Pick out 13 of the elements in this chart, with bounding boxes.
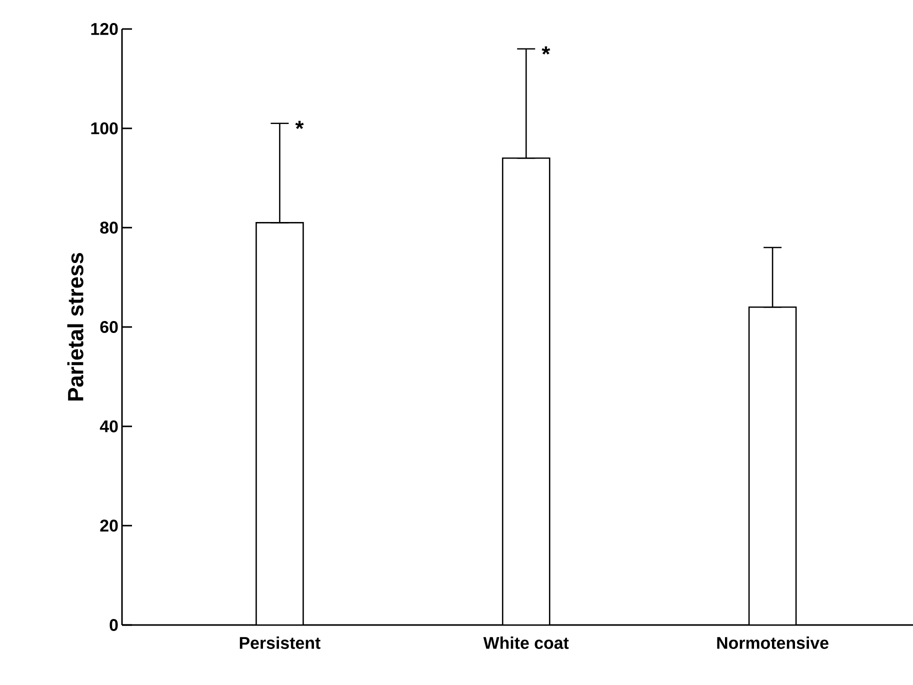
- y-tick-label: 60: [100, 321, 118, 333]
- y-tick-label: 40: [100, 420, 118, 432]
- y-tick-label: 100: [91, 122, 118, 134]
- annotation: *: [542, 46, 550, 55]
- annotation: *: [295, 120, 304, 130]
- y-tick-label: 0: [110, 619, 118, 631]
- y-axis-title: Parietal stress: [67, 252, 84, 400]
- x-tick-label: Normotensive: [717, 636, 828, 649]
- y-tick-label: 120: [91, 22, 118, 35]
- x-tick-label: Persistent: [240, 636, 320, 649]
- y-tick-label: 20: [100, 520, 118, 532]
- y-tick-label: 80: [100, 222, 118, 234]
- x-tick-label: White coat: [483, 636, 569, 649]
